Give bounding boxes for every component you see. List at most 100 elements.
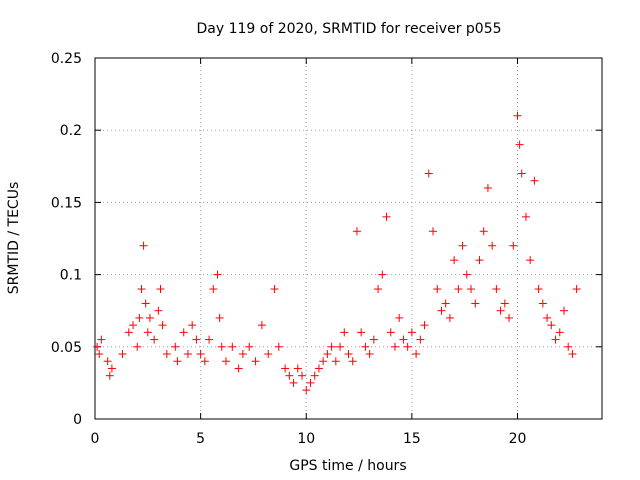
data-point [374, 285, 383, 294]
data-point [336, 342, 345, 351]
data-point [200, 357, 209, 366]
data-point [515, 140, 524, 149]
data-point [365, 350, 374, 359]
data-point [471, 299, 480, 308]
tick-labels: 0 5 10 15 20 0 0.05 0.1 0.15 0.2 0.25 [51, 51, 527, 447]
data-point [429, 227, 437, 236]
data-point [445, 313, 454, 322]
data-point [205, 335, 214, 344]
data-point [564, 342, 573, 351]
data-point [141, 299, 150, 308]
data-point [386, 328, 395, 337]
data-point [143, 328, 152, 337]
data-point [107, 364, 116, 373]
data-point [118, 350, 127, 359]
data-point [407, 328, 416, 337]
data-point [298, 371, 307, 380]
data-point [251, 357, 260, 366]
x-tick-label: 15 [403, 431, 421, 447]
data-point [454, 285, 463, 294]
data-point [95, 350, 104, 359]
data-point [135, 313, 144, 322]
data-point [505, 313, 514, 322]
data-point [270, 285, 279, 294]
data-point [488, 241, 497, 250]
data-point [475, 256, 484, 265]
y-tick-label: 0.1 [60, 268, 82, 284]
data-point [530, 176, 539, 185]
data-point [93, 342, 102, 351]
data-point [395, 313, 404, 322]
data-point [513, 111, 522, 120]
data-point [521, 212, 530, 221]
data-point [228, 342, 237, 351]
y-tick-label: 0.25 [51, 51, 82, 67]
data-point [492, 285, 501, 294]
data-point [314, 364, 323, 373]
data-point [154, 306, 163, 315]
data-point [348, 357, 357, 366]
data-point [496, 306, 505, 315]
data-point [433, 285, 442, 294]
data-point [483, 183, 492, 192]
data-point [281, 364, 290, 373]
data-point [378, 270, 387, 279]
data-point [547, 321, 556, 330]
data-point [399, 335, 408, 344]
x-tick-label: 10 [297, 431, 315, 447]
data-point [500, 299, 509, 308]
data-point [137, 285, 146, 294]
data-point [133, 342, 142, 351]
x-tick-label: 0 [91, 431, 100, 447]
data-point [340, 328, 349, 337]
data-point [238, 350, 247, 359]
data-point [188, 321, 197, 330]
data-point [509, 241, 518, 250]
y-tick-label: 0.15 [51, 195, 82, 211]
data-point [171, 342, 180, 351]
data-point [289, 378, 298, 387]
data-point [156, 285, 165, 294]
axes [94, 57, 603, 420]
data-point [420, 321, 429, 330]
y-axis-label: SRMTID / TECUs [6, 182, 22, 295]
data-point [403, 342, 412, 351]
data-point [245, 342, 254, 351]
data-point [467, 285, 476, 294]
data-point [327, 342, 336, 351]
data-point [382, 212, 391, 221]
data-point [551, 335, 560, 344]
data-point [361, 342, 370, 351]
data-point [221, 357, 230, 366]
data-point [217, 342, 226, 351]
data-point [424, 169, 433, 178]
data-point [285, 371, 294, 380]
data-point [555, 328, 564, 337]
data-point [124, 328, 133, 337]
grid [95, 58, 602, 419]
data-point [129, 321, 138, 330]
y-tick-label: 0.2 [60, 123, 82, 139]
data-point [458, 241, 467, 250]
data-point [526, 256, 535, 265]
data-point [352, 227, 361, 236]
data-point [179, 328, 188, 337]
data-point [538, 299, 547, 308]
data-point [173, 357, 182, 366]
data-point [462, 270, 471, 279]
data-point [416, 335, 425, 344]
data-point [139, 241, 148, 250]
x-tick-label: 5 [196, 431, 205, 447]
data-point [97, 335, 106, 344]
data-point [441, 299, 450, 308]
data-point [517, 169, 526, 178]
data-point [105, 371, 114, 380]
x-tick-label: 20 [509, 431, 527, 447]
chart-title: Day 119 of 2020, SRMTID for receiver p05… [196, 21, 501, 37]
data-point [306, 378, 315, 387]
data-point [215, 313, 224, 322]
data-point [369, 335, 378, 344]
data-point [319, 357, 328, 366]
data-point [213, 270, 222, 279]
